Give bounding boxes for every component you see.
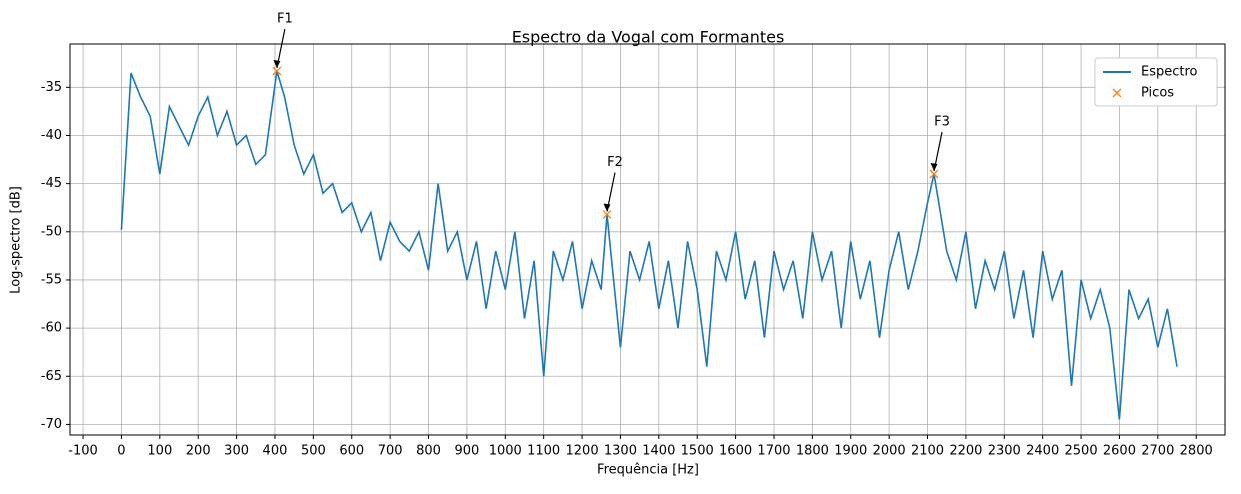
x-tick-label: 2600 bbox=[1103, 444, 1136, 459]
x-tick-label: 600 bbox=[339, 444, 364, 459]
x-axis-label: Frequência [Hz] bbox=[597, 463, 699, 478]
x-tick-label: 2100 bbox=[911, 444, 944, 459]
x-tick-label: 2400 bbox=[1026, 444, 1059, 459]
x-tick-label: 1400 bbox=[642, 444, 675, 459]
legend-label: Espectro bbox=[1141, 65, 1198, 80]
x-tick-label: 2700 bbox=[1141, 444, 1174, 459]
y-tick-label: -40 bbox=[41, 128, 62, 143]
y-tick-label: -70 bbox=[41, 417, 62, 432]
x-tick-label: 1800 bbox=[796, 444, 829, 459]
x-tick-label: 2200 bbox=[949, 444, 982, 459]
y-tick-label: -35 bbox=[41, 80, 62, 95]
x-tick-label: 500 bbox=[301, 444, 326, 459]
x-tick-label: 1000 bbox=[489, 444, 522, 459]
x-tick-label: 800 bbox=[416, 444, 441, 459]
legend-box bbox=[1094, 57, 1218, 107]
legend-label: Picos bbox=[1141, 86, 1174, 101]
x-tick-label: 1900 bbox=[834, 444, 867, 459]
x-tick-label: 100 bbox=[147, 444, 172, 459]
annotation-text: F2 bbox=[607, 155, 623, 170]
plot-frame bbox=[69, 43, 1226, 436]
marker-stroke bbox=[272, 66, 282, 76]
y-tick-label: -60 bbox=[41, 321, 62, 336]
x-tick-label: 1700 bbox=[757, 444, 790, 459]
marker-stroke bbox=[1112, 88, 1122, 98]
peak-marker bbox=[272, 66, 282, 76]
x-tick-label: 1100 bbox=[527, 444, 560, 459]
x-tick-label: 1300 bbox=[604, 444, 637, 459]
arrow-head bbox=[603, 203, 611, 212]
x-tick-label: 2500 bbox=[1065, 444, 1098, 459]
y-tick-label: -65 bbox=[41, 369, 62, 384]
arrow-head bbox=[273, 59, 281, 68]
peak-marker bbox=[929, 169, 939, 179]
x-tick-label: -100 bbox=[68, 444, 98, 459]
annotation-text: F3 bbox=[934, 115, 950, 130]
marker-stroke bbox=[602, 210, 612, 219]
spectrum-line bbox=[120, 70, 1178, 420]
x-tick-label: 200 bbox=[186, 444, 211, 459]
annotation-text: F1 bbox=[277, 11, 293, 26]
x-tick-label: 1500 bbox=[681, 444, 714, 459]
x-tick-label: 300 bbox=[224, 444, 249, 459]
x-tick-label: 700 bbox=[378, 444, 403, 459]
arrow-head bbox=[930, 163, 938, 172]
x-tick-label: 2300 bbox=[988, 444, 1021, 459]
y-axis-label: Log-spectro [dB] bbox=[9, 186, 24, 294]
chart-title: Espectro da Vogal com Formantes bbox=[512, 28, 785, 47]
x-tick-label: 2800 bbox=[1180, 444, 1213, 459]
y-tick-label: -50 bbox=[41, 224, 62, 239]
x-tick-label: 0 bbox=[117, 444, 125, 459]
x-tick-label: 1200 bbox=[566, 444, 599, 459]
marker-stroke bbox=[929, 169, 939, 179]
peak-marker bbox=[602, 210, 612, 219]
y-tick-label: -55 bbox=[41, 272, 62, 287]
x-tick-label: 2000 bbox=[873, 444, 906, 459]
legend-marker bbox=[1112, 88, 1122, 98]
legend: Espectro Picos bbox=[1094, 57, 1218, 107]
x-tick-label: 900 bbox=[454, 444, 479, 459]
x-tick-label: 400 bbox=[263, 444, 288, 459]
y-tick-label: -45 bbox=[41, 176, 62, 191]
x-tick-label: 1600 bbox=[719, 444, 752, 459]
